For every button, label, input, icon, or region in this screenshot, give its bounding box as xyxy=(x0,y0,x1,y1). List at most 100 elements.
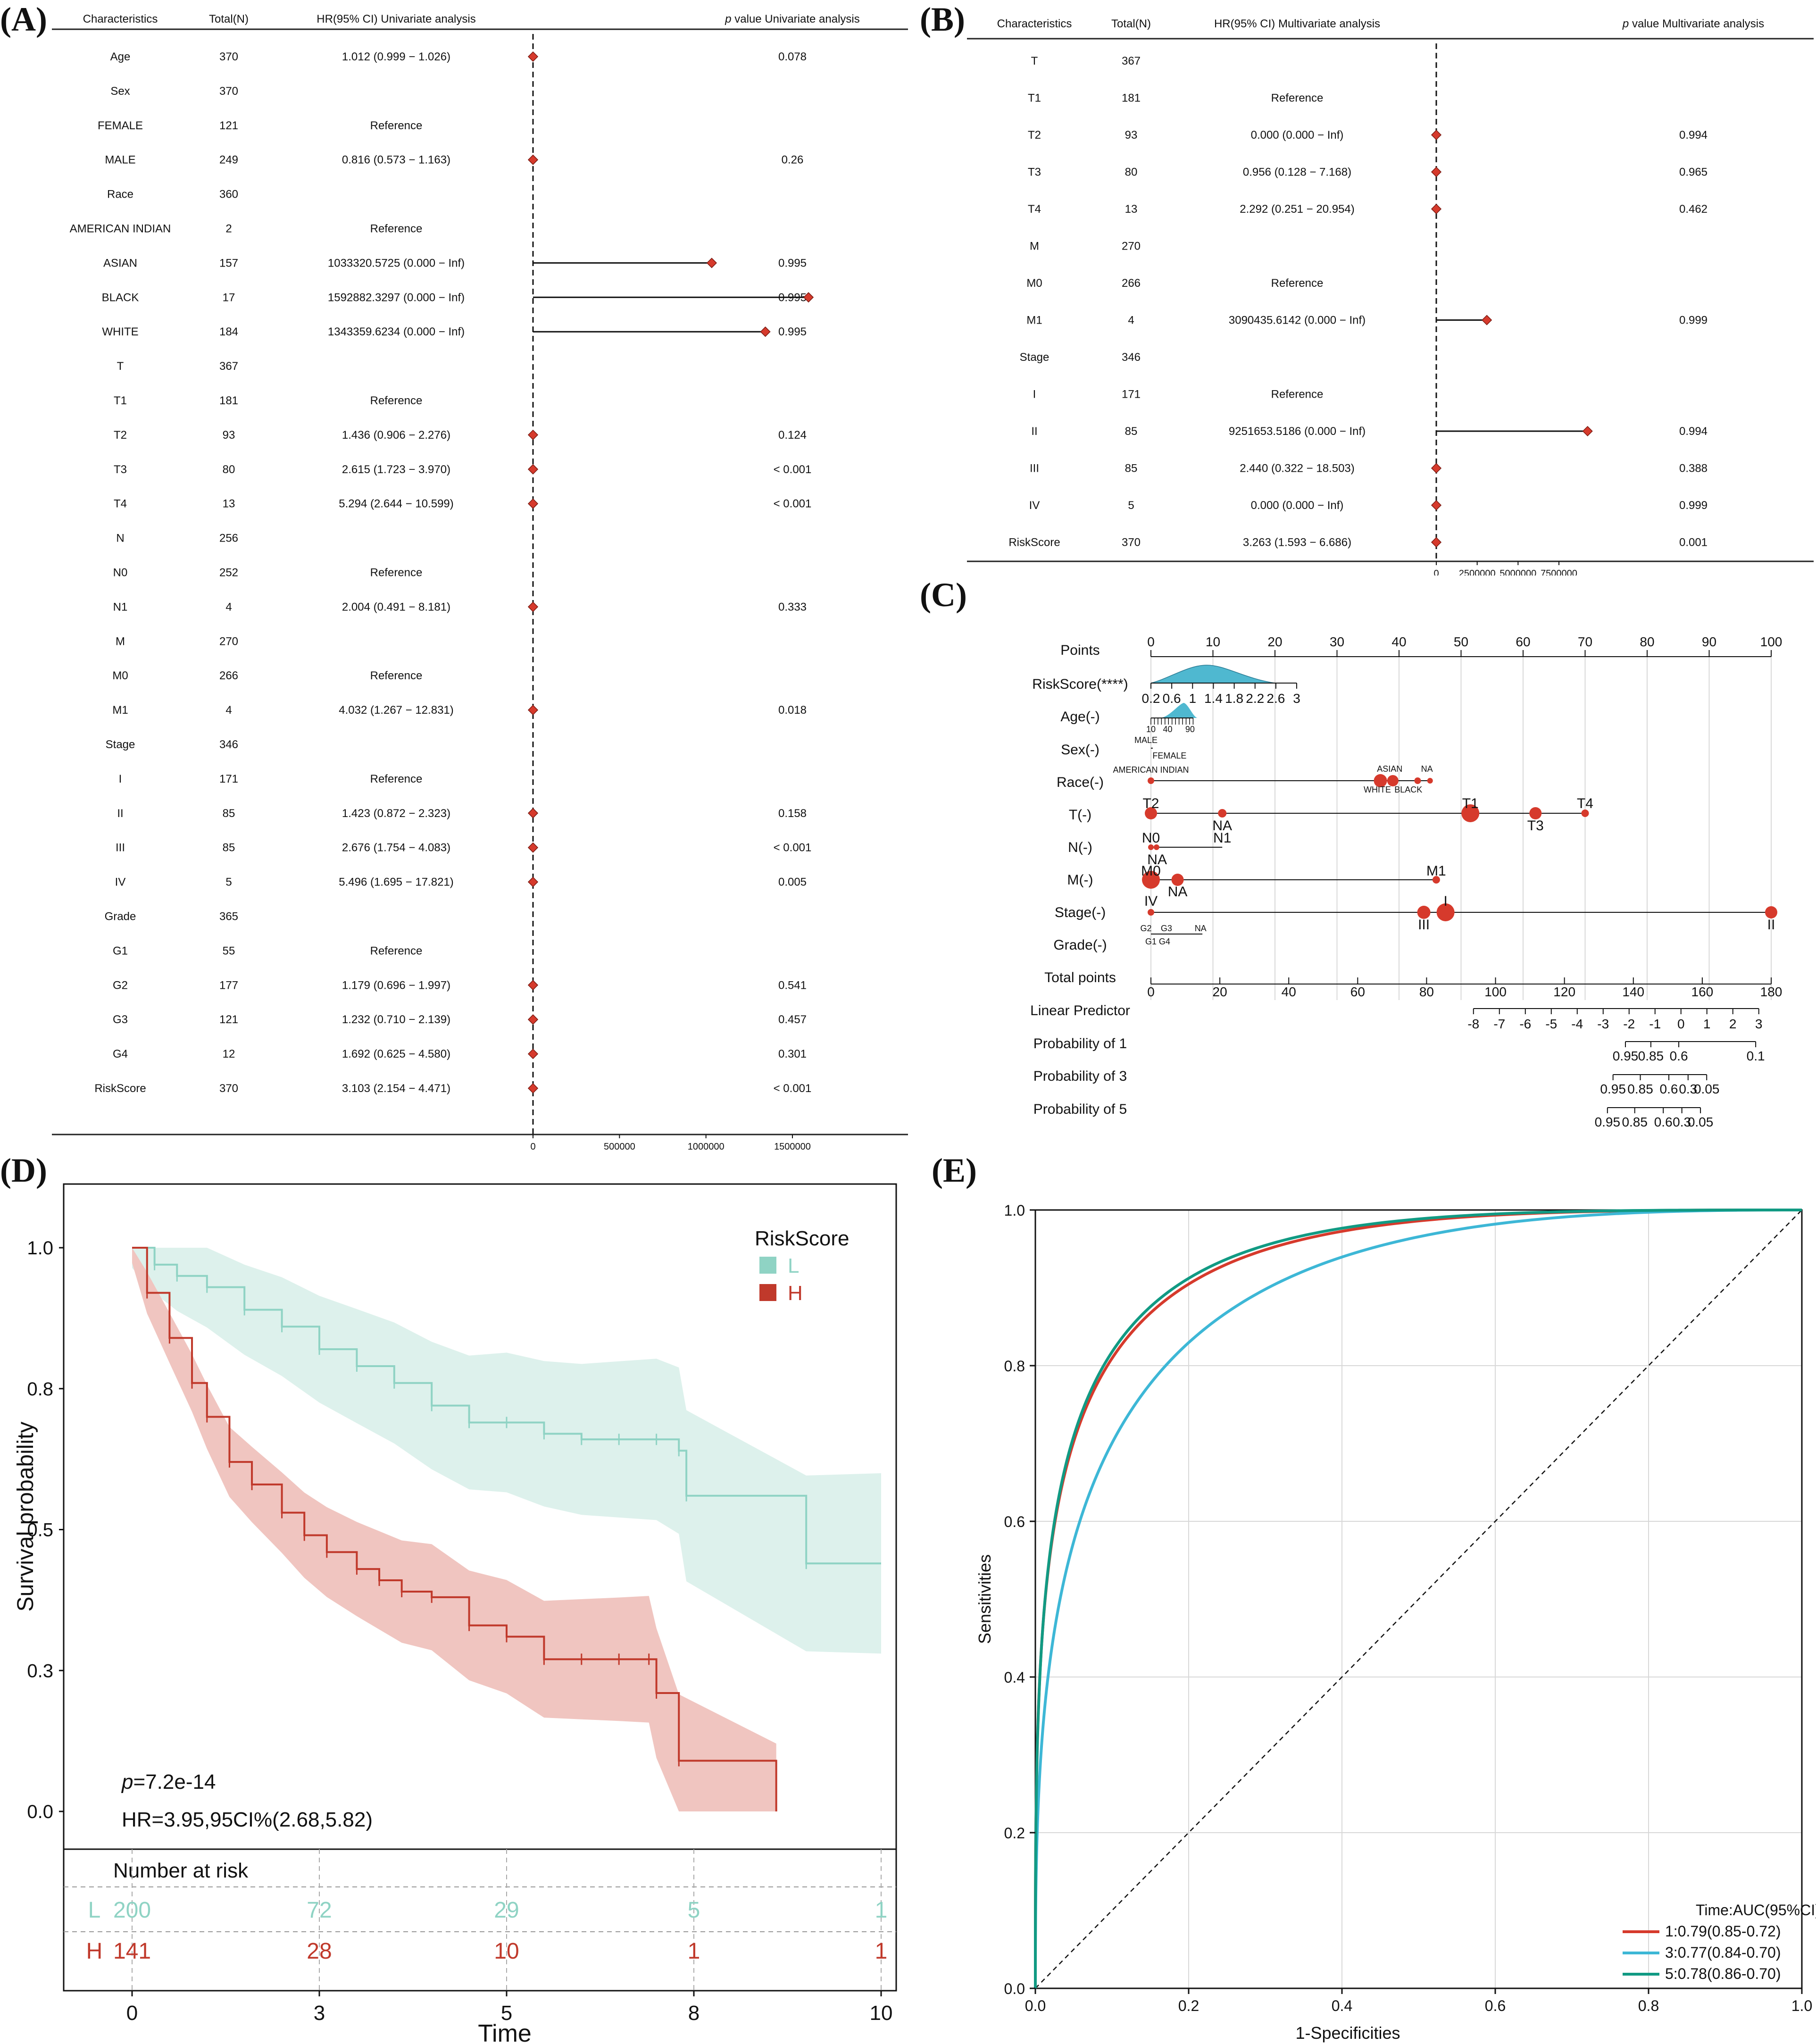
race-label: ASIAN xyxy=(1377,764,1402,774)
lp-tick-label: -2 xyxy=(1623,1017,1635,1031)
panel-label-b: (B) xyxy=(920,0,965,38)
row-characteristic: T3 xyxy=(1028,166,1041,179)
row-hr: 5.294 (2.644 − 10.599) xyxy=(339,498,454,510)
row-characteristic: RiskScore xyxy=(94,1082,146,1095)
row-label: Points xyxy=(1060,642,1100,658)
hr-point xyxy=(527,464,539,475)
hr-point xyxy=(1431,463,1442,474)
y-tick-label: 0.3 xyxy=(27,1660,53,1681)
row-hr: 5.496 (1.695 − 17.821) xyxy=(339,876,454,889)
risk-table-title: Number at risk xyxy=(113,1859,249,1882)
row-label: N(-) xyxy=(1068,840,1092,855)
stage-point xyxy=(1148,909,1154,916)
t-point xyxy=(1461,804,1480,822)
row-hr: 1.232 (0.710 − 2.139) xyxy=(342,1013,450,1026)
t-label: T3 xyxy=(1527,818,1544,834)
lp-tick-label: -6 xyxy=(1519,1017,1531,1031)
riskscore-tick-label: 0.6 xyxy=(1163,691,1181,706)
prob1-tick-label: 0.1 xyxy=(1747,1049,1765,1063)
total-tick-label: 40 xyxy=(1282,984,1296,999)
hr-point xyxy=(1431,203,1442,215)
row-total: 85 xyxy=(223,842,235,854)
row-total: 85 xyxy=(1125,462,1138,475)
race-label: AMERICAN INDIAN xyxy=(1113,765,1189,775)
lp-tick-label: 3 xyxy=(1755,1017,1763,1031)
x-tick-label: 3 xyxy=(314,2002,325,2025)
lp-tick-label: 1 xyxy=(1703,1017,1711,1031)
stage-point xyxy=(1765,906,1777,918)
multivariate-forest-plot: Characteristics Total(N) HR(95% CI) Multiv… xyxy=(967,17,1814,576)
survival-curve: 0.0 0.3 0.5 0.8 1.0 Survival probability RiskS… xyxy=(13,1183,897,2044)
row-total: 93 xyxy=(223,429,235,442)
row-characteristic: AMERICAN INDIAN xyxy=(70,223,171,235)
hr-point xyxy=(527,876,539,887)
roc-curve: 0.00.0 0.2 0.2 0.4 0.4 0.6 0.6 0.8 0.8 1.0 1.0 1-Sp… xyxy=(975,1202,1816,2043)
legend-label: 1:0.79(0.85-0.72) xyxy=(1665,1923,1781,1940)
row-characteristic: T3 xyxy=(114,463,127,476)
row-label: RiskScore(****) xyxy=(1032,676,1128,692)
row-hr: Reference xyxy=(370,773,423,785)
total-tick-label: 20 xyxy=(1213,984,1227,999)
hr-text: HR=3.95,95CI%(2.68,5.82) xyxy=(122,1808,373,1831)
row-label: T(-) xyxy=(1069,807,1091,823)
row-label: Grade(-) xyxy=(1053,937,1107,953)
risk-row-name: L xyxy=(88,1898,101,1923)
x-tick-label: 0.0 xyxy=(1025,1997,1046,2014)
lp-tick-label: -3 xyxy=(1597,1017,1609,1031)
row-total: 85 xyxy=(223,807,235,820)
points-tick-label: 100 xyxy=(1760,634,1783,649)
risk-value: 10 xyxy=(494,1939,519,1964)
row-hr: 1.423 (0.872 − 2.323) xyxy=(342,807,450,820)
legend-title: RiskScore xyxy=(755,1227,850,1250)
hr-point xyxy=(527,498,539,509)
points-tick-label: 40 xyxy=(1391,634,1406,649)
row-hr: 2.292 (0.251 − 20.954) xyxy=(1240,203,1355,216)
y-axis-label: Sensitivities xyxy=(975,1554,994,1644)
row-characteristic: T xyxy=(117,360,124,373)
row-total: 367 xyxy=(1122,55,1141,67)
stage-label: IV xyxy=(1144,893,1158,909)
row-total: 370 xyxy=(219,1082,238,1095)
row-label: Total points xyxy=(1044,970,1116,985)
points-tick-label: 50 xyxy=(1454,634,1468,649)
lp-tick-label: -1 xyxy=(1649,1017,1661,1031)
header-p-value: p value Multivariate analysis xyxy=(1622,17,1764,30)
row-characteristic: III xyxy=(1030,462,1039,475)
row-characteristic: T1 xyxy=(1028,92,1041,105)
row-characteristic: III xyxy=(116,842,125,854)
grade-label: NA xyxy=(1195,924,1207,933)
risk-value: 1 xyxy=(875,1898,888,1923)
hr-point xyxy=(527,601,539,612)
header-hr: HR(95% CI) Multivariate analysis xyxy=(1214,17,1380,30)
row-total: 370 xyxy=(219,85,238,98)
points-tick-label: 60 xyxy=(1516,634,1530,649)
total-tick-label: 60 xyxy=(1350,984,1365,999)
total-tick-label: 0 xyxy=(1147,984,1155,999)
age-tick-label: 90 xyxy=(1185,725,1195,734)
y-tick-label: 0.8 xyxy=(1004,1358,1025,1375)
row-hr: Reference xyxy=(1271,277,1324,290)
row-label: Linear Predictor xyxy=(1030,1003,1130,1018)
t-label: T1 xyxy=(1462,796,1479,811)
row-characteristic: M1 xyxy=(112,704,128,717)
stage-label: III xyxy=(1418,917,1430,933)
row-characteristic: T xyxy=(1031,55,1038,67)
t-point xyxy=(1529,807,1542,819)
row-total: 80 xyxy=(223,463,235,476)
row-total: 2 xyxy=(225,223,232,235)
row-total: 4 xyxy=(225,601,232,613)
row-hr: 2.004 (0.491 − 8.181) xyxy=(342,601,450,613)
y-tick-label: 0.0 xyxy=(27,1802,53,1822)
hr-point xyxy=(527,1083,539,1094)
row-total: 93 xyxy=(1125,129,1138,142)
legend-swatch-low xyxy=(759,1257,776,1274)
t-label: NA xyxy=(1212,818,1232,834)
row-hr: 1.179 (0.696 − 1.997) xyxy=(342,979,450,992)
race-point xyxy=(1387,775,1399,786)
row-characteristic: II xyxy=(117,807,123,820)
row-label: Stage(-) xyxy=(1055,905,1106,920)
prob5-tick-label: 0.05 xyxy=(1688,1115,1714,1129)
row-total: 80 xyxy=(1125,166,1138,179)
row-p-value: 0.965 xyxy=(1679,166,1708,179)
row-total: 157 xyxy=(219,257,238,269)
